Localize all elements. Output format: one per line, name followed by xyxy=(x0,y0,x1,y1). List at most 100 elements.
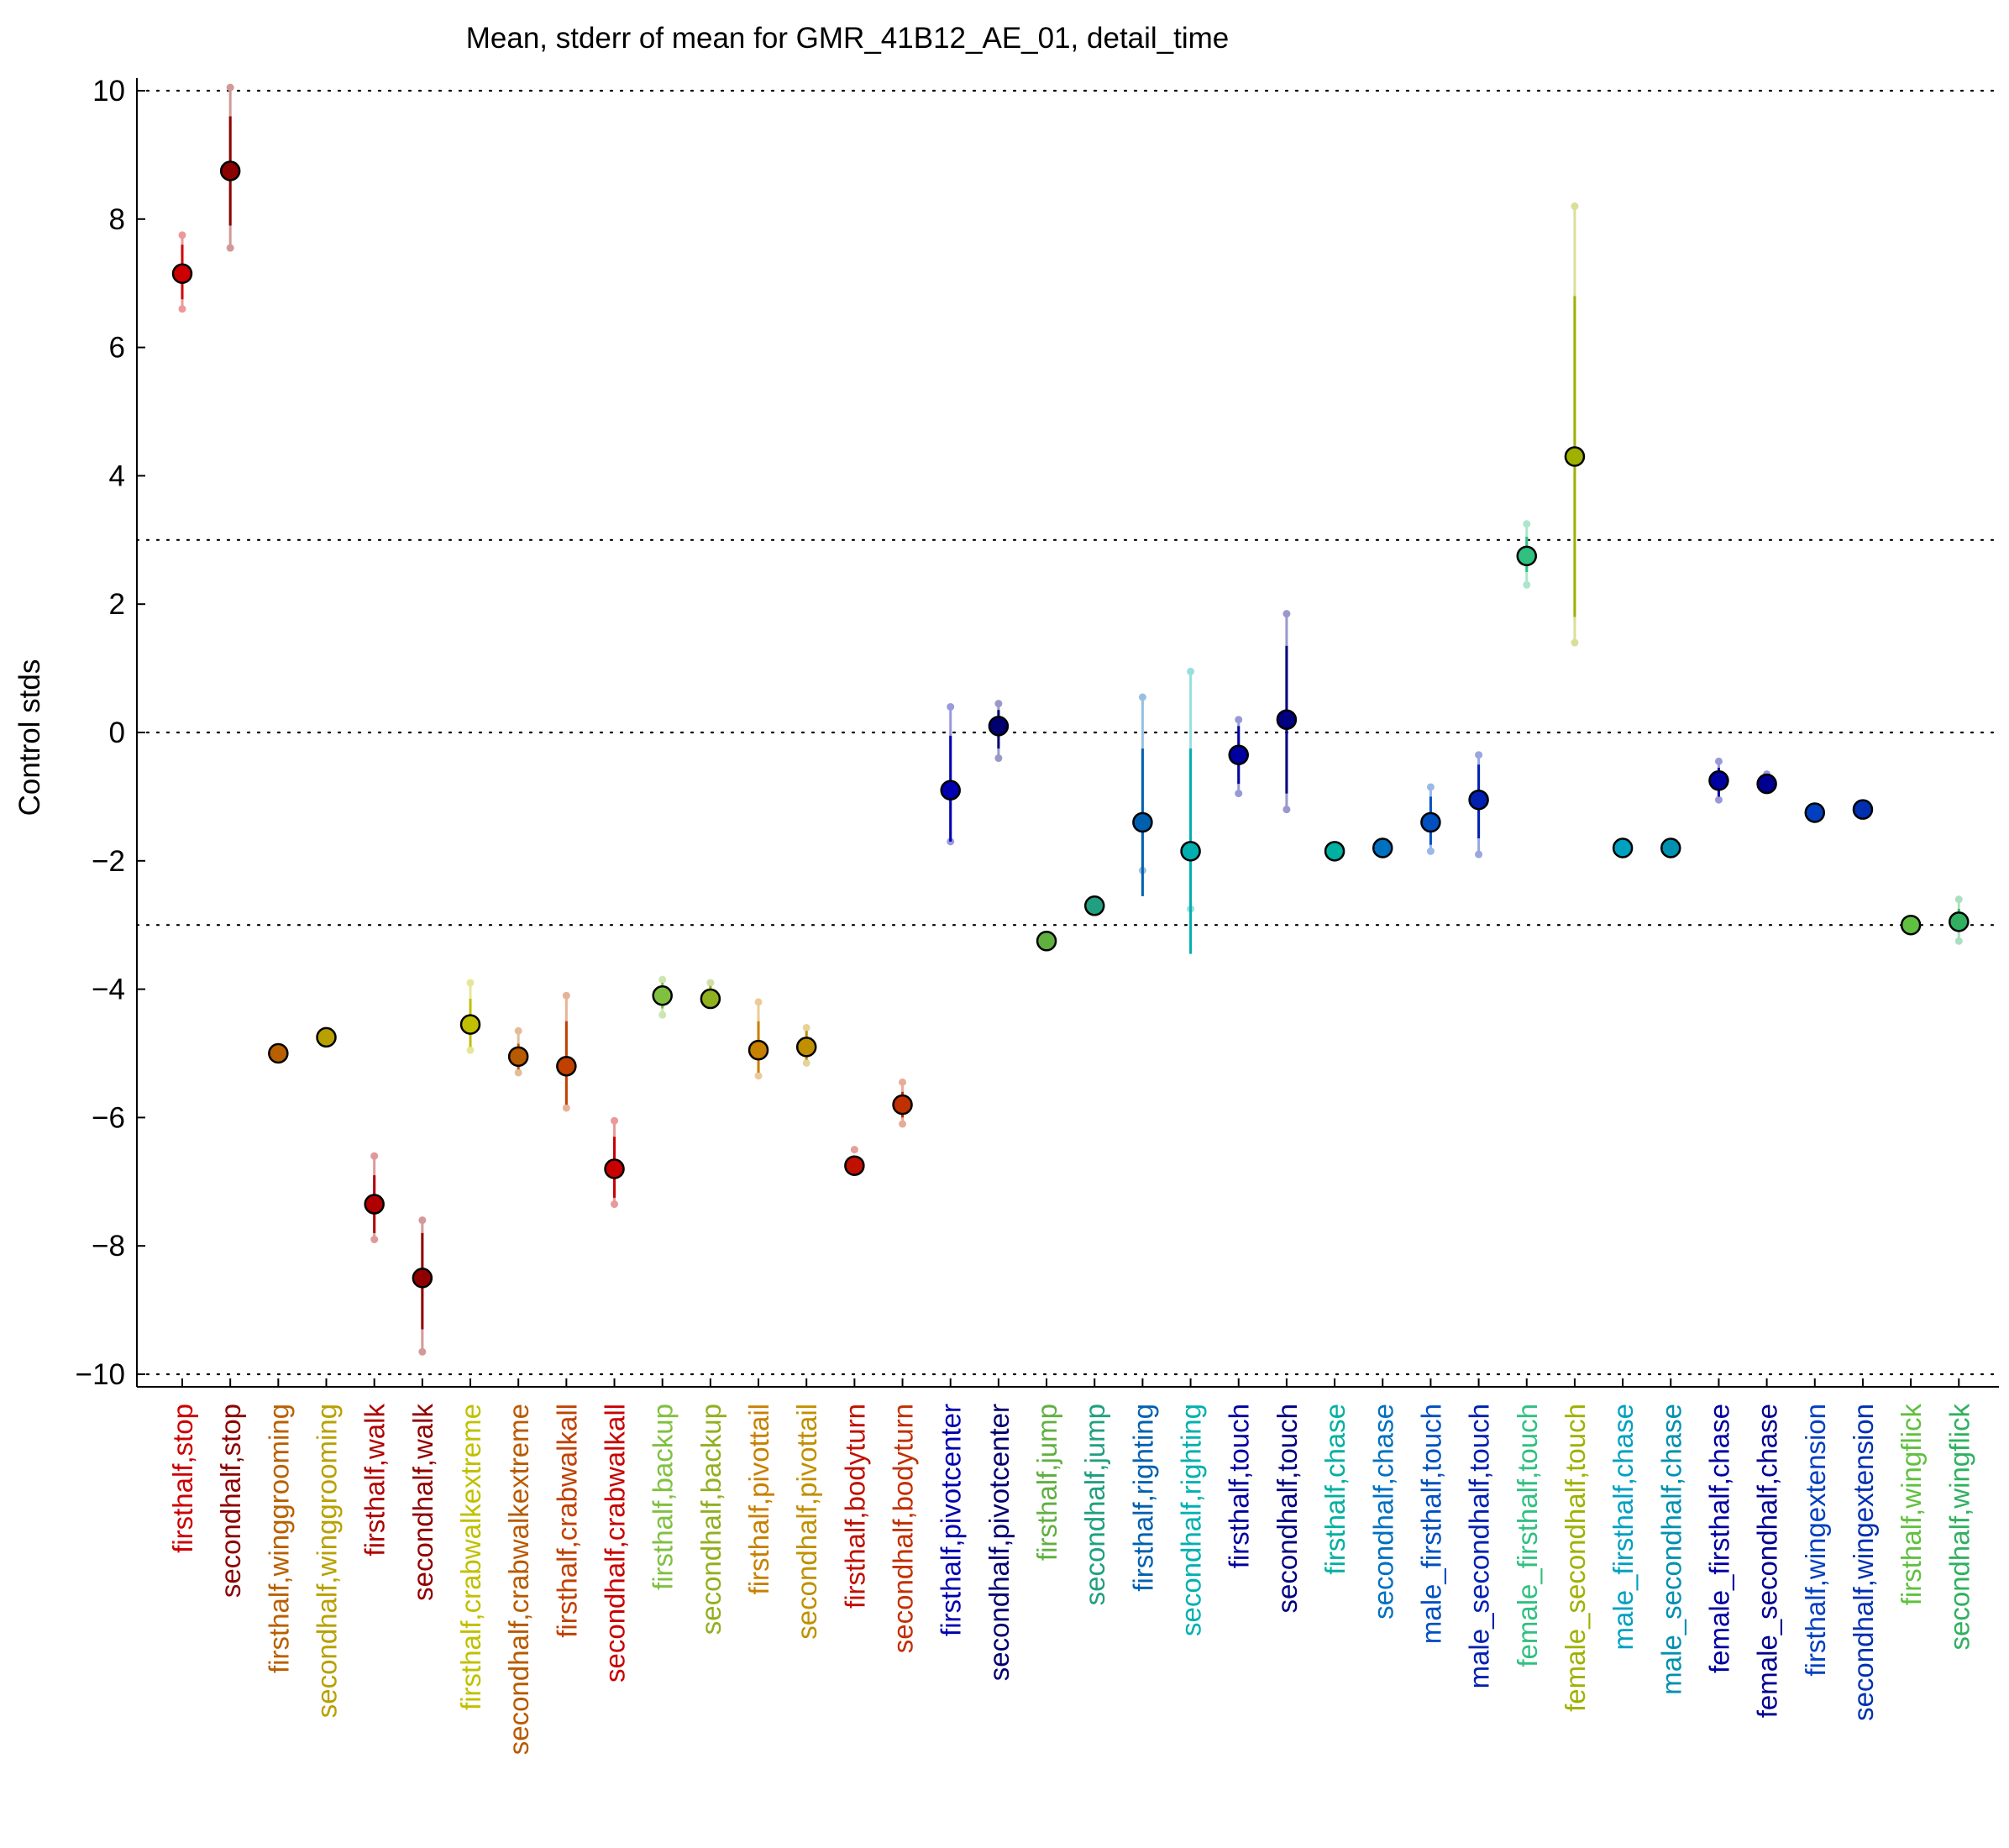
y-tick-label: 6 xyxy=(109,332,125,365)
range-max-dot xyxy=(466,979,475,987)
data-point-group xyxy=(1660,837,1681,858)
mean-marker xyxy=(1612,837,1634,858)
data-point-group xyxy=(1564,202,1586,647)
data-point-group xyxy=(1180,667,1201,954)
range-max-dot xyxy=(611,1116,619,1125)
x-tick-label: secondhalf,bodyturn xyxy=(888,1404,919,1653)
x-tick-label: secondhalf,pivotcenter xyxy=(984,1404,1015,1681)
range-max-dot xyxy=(418,1216,427,1225)
data-point-group xyxy=(1420,783,1441,855)
range-min-dot xyxy=(994,754,1003,763)
mean-marker xyxy=(988,716,1010,737)
x-tick-label: male_firsthalf,touch xyxy=(1415,1404,1446,1644)
range-max-dot xyxy=(226,83,234,92)
range-max-dot xyxy=(1571,202,1579,211)
mean-marker xyxy=(1420,811,1441,833)
range-min-dot xyxy=(370,1236,379,1244)
range-min-dot xyxy=(899,1120,907,1128)
data-point-group xyxy=(1083,895,1105,916)
data-point-group xyxy=(1949,895,1970,945)
mean-marker xyxy=(1900,914,1922,936)
mean-marker xyxy=(268,1042,289,1064)
y-axis-label: Control stds xyxy=(13,659,46,816)
range-min-dot xyxy=(562,1104,570,1112)
x-tick-label: secondhalf,walk xyxy=(407,1404,438,1601)
x-tick-label: secondhalf,wingextension xyxy=(1848,1404,1879,1721)
data-point-group xyxy=(1516,520,1538,589)
range-max-dot xyxy=(899,1078,907,1086)
y-tick-label: −10 xyxy=(76,1358,125,1391)
mean-marker xyxy=(795,1037,817,1058)
x-tick-label: firsthalf,pivotcenter xyxy=(936,1404,967,1636)
y-tick-label: 8 xyxy=(109,203,125,236)
y-tick-label: 0 xyxy=(109,717,125,749)
y-tick-label: −2 xyxy=(92,845,125,878)
data-point-group xyxy=(795,1023,817,1067)
range-max-dot xyxy=(1523,520,1531,528)
range-min-dot xyxy=(658,1011,667,1019)
data-point-group xyxy=(1228,716,1249,798)
x-tick-label: firsthalf,backup xyxy=(648,1404,679,1590)
data-point-group xyxy=(700,979,721,1010)
data-point-group xyxy=(412,1216,433,1356)
mean-marker xyxy=(1180,841,1201,862)
range-min-dot xyxy=(1235,790,1243,798)
x-tick-label: secondhalf,crabwalkall xyxy=(600,1404,631,1683)
data-point-group xyxy=(1900,914,1922,936)
range-min-dot xyxy=(1283,806,1291,814)
data-point-group xyxy=(892,1078,913,1128)
mean-marker xyxy=(1949,911,1970,932)
x-tick-label: secondhalf,pivottail xyxy=(791,1404,822,1640)
data-point-group xyxy=(652,975,673,1019)
x-tick-label: secondhalf,jump xyxy=(1079,1404,1110,1605)
x-tick-label: firsthalf,wingflick xyxy=(1896,1404,1927,1606)
data-point-group xyxy=(1372,837,1393,858)
range-min-dot xyxy=(514,1068,522,1077)
data-point-group xyxy=(459,979,481,1054)
data-series xyxy=(171,83,1970,1387)
y-tick-label: 4 xyxy=(109,459,125,492)
x-tick-label: firsthalf,winggrooming xyxy=(263,1404,294,1673)
mean-marker xyxy=(940,780,961,801)
data-point-group xyxy=(507,1026,529,1077)
mean-marker xyxy=(1468,789,1489,811)
mean-marker xyxy=(364,1194,385,1215)
y-tick-label: 2 xyxy=(109,588,125,621)
x-tick-label: female_firsthalf,chase xyxy=(1703,1404,1734,1673)
data-point-group xyxy=(988,700,1010,763)
mean-marker xyxy=(1756,773,1777,795)
data-point-group xyxy=(171,231,193,313)
data-point-group xyxy=(1468,751,1489,858)
range-max-dot xyxy=(1954,895,1963,904)
x-tick-label: firsthalf,pivottail xyxy=(743,1404,774,1594)
x-tick-label: female_secondhalf,chase xyxy=(1752,1404,1783,1718)
mean-marker xyxy=(171,263,193,284)
mean-marker xyxy=(892,1094,913,1116)
range-max-dot xyxy=(850,1146,858,1154)
y-tick-label: −8 xyxy=(92,1230,125,1263)
range-max-dot xyxy=(802,1023,810,1032)
chart-title: Mean, stderr of mean for GMR_41B12_AE_01… xyxy=(466,22,1230,55)
range-min-dot xyxy=(1714,795,1723,804)
range-max-dot xyxy=(658,975,667,984)
mean-marker xyxy=(1708,770,1729,791)
mean-marker xyxy=(1660,837,1681,858)
range-max-dot xyxy=(706,979,715,987)
x-tick-label: secondhalf,chase xyxy=(1367,1404,1398,1620)
data-point-group xyxy=(940,702,961,846)
range-min-dot xyxy=(1475,850,1483,858)
range-max-dot xyxy=(1283,610,1291,618)
x-tick-label: firsthalf,crabwalkextreme xyxy=(455,1404,486,1710)
mean-marker xyxy=(507,1046,529,1068)
x-tick-label: female_firsthalf,touch xyxy=(1512,1404,1543,1667)
x-tick-label: secondhalf,wingflick xyxy=(1943,1404,1975,1651)
mean-marker xyxy=(1276,709,1298,730)
x-tick-label: male_secondhalf,touch xyxy=(1464,1404,1495,1688)
range-max-dot xyxy=(178,231,186,239)
range-max-dot xyxy=(562,991,570,1000)
data-point-group xyxy=(1612,837,1634,858)
x-tick-label: male_secondhalf,chase xyxy=(1655,1404,1686,1695)
range-min-dot xyxy=(754,1072,763,1080)
range-min-dot xyxy=(226,244,234,252)
range-min-dot xyxy=(802,1058,810,1067)
